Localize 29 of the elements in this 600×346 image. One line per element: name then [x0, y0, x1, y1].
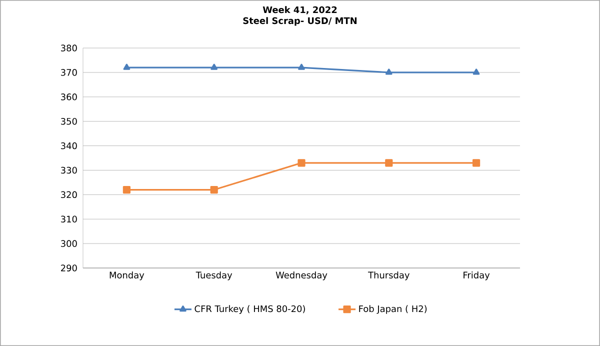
chart-title: Week 41, 2022 [262, 6, 337, 14]
legend-label: Fob Japan ( H2) [359, 305, 427, 314]
x-tick-label: Wednesday [276, 272, 328, 280]
x-tick-label: Friday [464, 272, 490, 280]
y-tick-label: 320 [61, 191, 77, 198]
y-tick-label: 370 [61, 69, 77, 76]
y-tick-label: 360 [61, 94, 77, 100]
y-tick-label: 350 [61, 118, 77, 125]
y-tick-label: 310 [61, 216, 77, 222]
point [472, 68, 480, 75]
chart-subtitle: Steel Scrap- USD/ MTN [243, 17, 357, 26]
point [385, 159, 393, 167]
point [298, 159, 306, 167]
y-tick-label: 380 [61, 44, 77, 52]
point [123, 64, 130, 70]
point [298, 64, 305, 70]
point [386, 68, 392, 75]
y-tick-label: 290 [61, 264, 77, 272]
point [472, 159, 480, 167]
y-tick-label: 300 [61, 240, 77, 247]
x-tick-label: Thursday [368, 272, 410, 280]
x-tick-label: Tuesday [196, 272, 232, 280]
y-tick-label: 340 [61, 142, 77, 150]
legend-label: CFR Turkey ( HMS 80-20) [194, 305, 305, 314]
point [210, 64, 218, 70]
x-tick-label: Monday [110, 272, 144, 280]
point [210, 186, 218, 194]
y-tick-label: 330 [61, 166, 77, 174]
point [122, 186, 131, 194]
